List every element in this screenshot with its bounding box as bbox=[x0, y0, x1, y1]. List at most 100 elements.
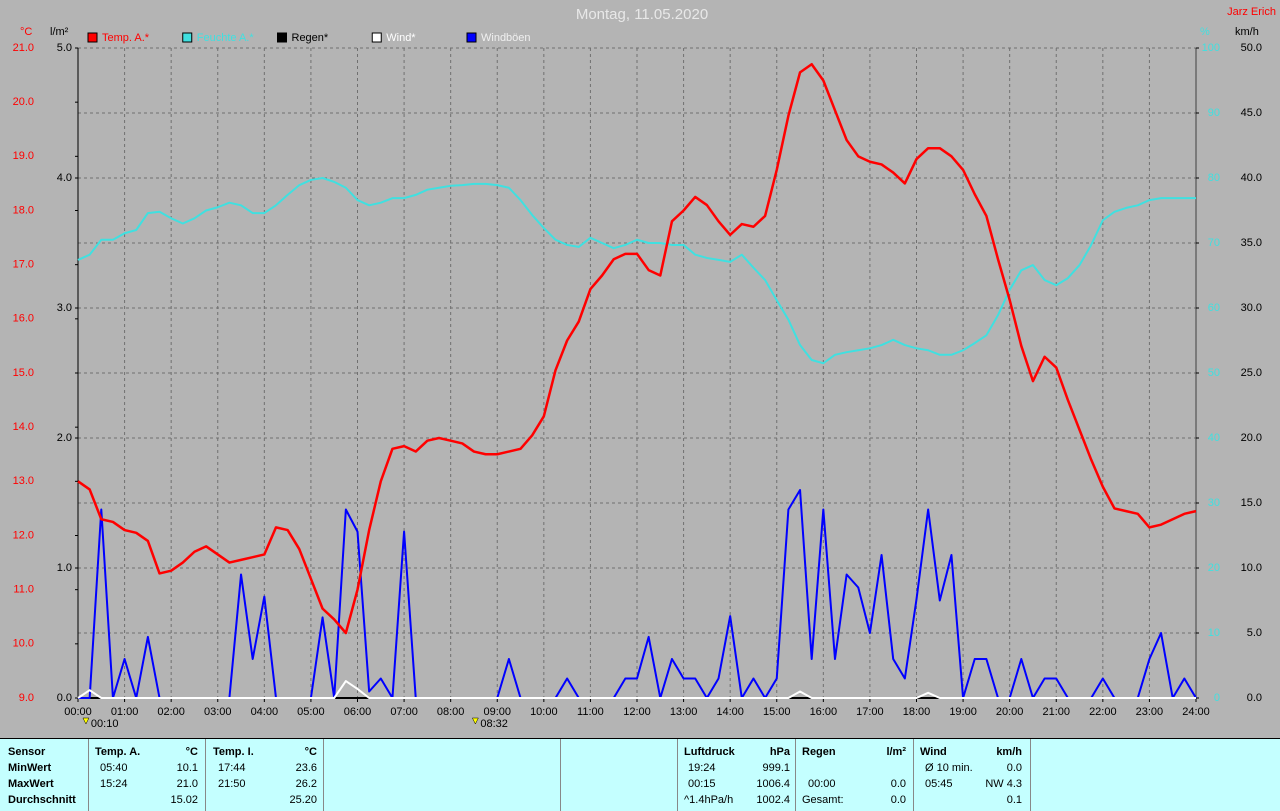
legend-label: Feuchte A.* bbox=[197, 32, 255, 44]
table-cell: MinWert bbox=[8, 762, 52, 774]
legend-label: Wind* bbox=[386, 32, 416, 44]
y2-tick-label: 50 bbox=[1208, 367, 1220, 379]
table-cell: Wind bbox=[920, 746, 947, 758]
table-cell: 1006.4 bbox=[756, 778, 790, 790]
legend-swatch bbox=[371, 32, 382, 43]
y-tick-label: 17.0 bbox=[13, 259, 34, 271]
x-tick-label: 02:00 bbox=[157, 706, 185, 718]
annotation-label: 08:32 bbox=[480, 718, 508, 730]
x-tick-label: 09:00 bbox=[483, 706, 511, 718]
x-tick-label: 11:00 bbox=[577, 706, 604, 718]
annotation-marker bbox=[82, 717, 90, 725]
y-tick-label: 18.0 bbox=[13, 204, 34, 216]
y2-tick-label: 70 bbox=[1208, 237, 1220, 249]
x-tick-label: 06:00 bbox=[344, 706, 372, 718]
y4-tick-label: 35.0 bbox=[1241, 237, 1262, 249]
y-tick-label: 20.0 bbox=[13, 96, 34, 108]
y2-tick-label: 40 bbox=[1208, 432, 1220, 444]
y-tick-label: 21.0 bbox=[13, 42, 34, 54]
x-tick-label: 03:00 bbox=[204, 706, 232, 718]
divider bbox=[913, 739, 914, 811]
y4-tick-label: 0.0 bbox=[1247, 692, 1262, 704]
y-tick-label: 15.0 bbox=[13, 367, 34, 379]
legend-swatch bbox=[466, 32, 477, 43]
table-cell: ^1.4hPa/h bbox=[684, 794, 734, 806]
table-cell: 26.2 bbox=[295, 778, 317, 790]
y3-axis-label: l/m² bbox=[50, 26, 69, 38]
annotation-marker bbox=[471, 717, 479, 725]
chart: Montag, 11.05.2020 Jarz Erich °C l/m² % … bbox=[0, 0, 1280, 738]
table-cell: 05:40 bbox=[100, 762, 128, 774]
y-tick-label: 12.0 bbox=[13, 529, 34, 541]
table-cell: 1002.4 bbox=[756, 794, 790, 806]
table-cell: 00:15 bbox=[688, 778, 716, 790]
table-cell: 0.0 bbox=[890, 778, 906, 790]
y2-tick-label: 90 bbox=[1208, 107, 1220, 119]
table-cell: 00:00 bbox=[808, 778, 836, 790]
x-tick-label: 14:00 bbox=[716, 706, 744, 718]
divider bbox=[560, 739, 561, 811]
x-tick-label: 24:00 bbox=[1182, 706, 1210, 718]
table-cell: l/m² bbox=[886, 746, 906, 758]
y4-tick-label: 10.0 bbox=[1241, 562, 1262, 574]
y4-tick-label: 5.0 bbox=[1247, 627, 1262, 639]
y4-tick-label: 30.0 bbox=[1241, 302, 1262, 314]
y2-tick-label: 20 bbox=[1208, 562, 1220, 574]
legend-label: Regen* bbox=[292, 32, 329, 44]
y4-tick-label: 15.0 bbox=[1241, 497, 1262, 509]
background bbox=[0, 0, 1280, 738]
x-tick-label: 12:00 bbox=[623, 706, 651, 718]
y4-axis-label: km/h bbox=[1235, 26, 1259, 38]
table-cell: °C bbox=[304, 746, 317, 758]
x-tick-label: 20:00 bbox=[996, 706, 1024, 718]
table-cell: 999.1 bbox=[762, 762, 790, 774]
y2-tick-label: 80 bbox=[1208, 172, 1220, 184]
y2-tick-label: 60 bbox=[1208, 302, 1220, 314]
table-cell: Luftdruck bbox=[684, 746, 735, 758]
x-tick-label: 07:00 bbox=[390, 706, 418, 718]
table-cell: °C bbox=[185, 746, 198, 758]
table-cell: MaxWert bbox=[8, 778, 54, 790]
y3-tick-label: 2.0 bbox=[57, 432, 72, 444]
x-tick-label: 04:00 bbox=[251, 706, 279, 718]
table-cell: 0.0 bbox=[1006, 762, 1022, 774]
x-tick-label: 21:00 bbox=[1042, 706, 1070, 718]
y-tick-label: 14.0 bbox=[13, 421, 34, 433]
table-cell: 15:24 bbox=[100, 778, 128, 790]
series-line bbox=[77, 680, 1196, 699]
y-tick-label: 13.0 bbox=[13, 475, 34, 487]
table-cell: Temp. I. bbox=[213, 746, 254, 758]
x-tick-label: 05:00 bbox=[297, 706, 325, 718]
table-cell: 17:44 bbox=[218, 762, 246, 774]
table-cell: hPa bbox=[769, 746, 790, 758]
table-cell: Durchschnitt bbox=[8, 794, 76, 806]
y-tick-label: 9.0 bbox=[19, 692, 34, 704]
x-tick-label: 01:00 bbox=[111, 706, 139, 718]
table-cell: 19:24 bbox=[688, 762, 716, 774]
table-cell: 05:45 bbox=[925, 778, 953, 790]
divider bbox=[88, 739, 89, 811]
y3-tick-label: 3.0 bbox=[57, 302, 72, 314]
legend-swatch bbox=[87, 32, 98, 43]
author: Jarz Erich bbox=[1227, 6, 1276, 18]
y3-tick-label: 5.0 bbox=[57, 42, 72, 54]
x-tick-label: 19:00 bbox=[949, 706, 977, 718]
table-cell: 0.0 bbox=[890, 794, 906, 806]
y4-tick-label: 45.0 bbox=[1241, 107, 1262, 119]
x-tick-label: 16:00 bbox=[810, 706, 838, 718]
table-cell: Sensor bbox=[8, 746, 46, 758]
table-cell: km/h bbox=[996, 746, 1022, 758]
table-cell: Gesamt: bbox=[802, 794, 844, 806]
y-tick-label: 16.0 bbox=[13, 313, 34, 325]
divider bbox=[795, 739, 796, 811]
stats-table: Sensor Temp. A. °C Temp. I. °C Luftdruck hPa Re… bbox=[0, 738, 1280, 811]
divider bbox=[677, 739, 678, 811]
y2-tick-label: 10 bbox=[1208, 627, 1220, 639]
divider bbox=[1030, 739, 1031, 811]
legend-label: Temp. A.* bbox=[102, 32, 150, 44]
table-cell: Ø 10 min. bbox=[925, 762, 973, 774]
y-axis-label: °C bbox=[20, 26, 32, 38]
series-line bbox=[77, 63, 1197, 635]
x-tick-label: 17:00 bbox=[856, 706, 884, 718]
y-tick-label: 10.0 bbox=[13, 638, 34, 650]
